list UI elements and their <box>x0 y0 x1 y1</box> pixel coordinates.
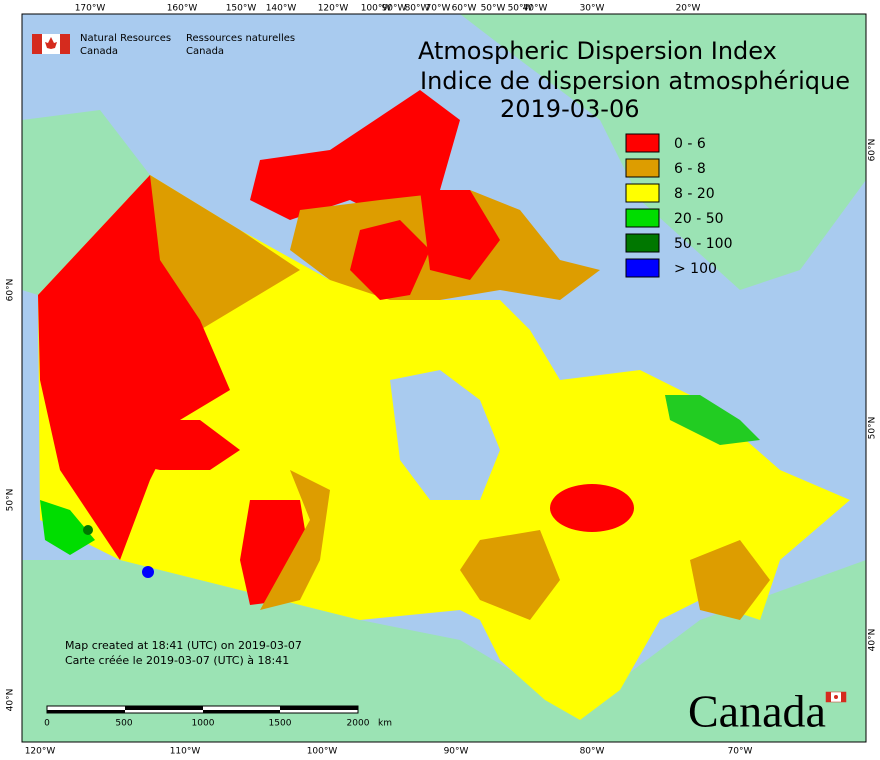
title: Atmospheric Dispersion Index <box>418 37 777 65</box>
zone-blue <box>142 566 154 578</box>
flag-bar <box>60 34 70 54</box>
arctic-red <box>250 90 460 220</box>
arctic-red <box>350 220 430 300</box>
longitude-label: 100°W <box>361 4 392 14</box>
agency-fr: Canada <box>186 46 224 57</box>
scale-label: 0 <box>44 719 50 729</box>
longitude-label: 120°W <box>25 747 56 757</box>
latitude-label: 50°N <box>6 489 16 512</box>
zone-red <box>38 175 230 560</box>
legend-label: 6 - 8 <box>674 161 706 177</box>
scale-bar-segment <box>280 706 358 710</box>
longitude-label: 70°W <box>728 747 753 757</box>
legend-swatch <box>625 133 660 153</box>
scale-bar-segment <box>125 706 203 710</box>
longitude-label: 20°W <box>676 4 701 14</box>
arctic-red <box>420 190 500 280</box>
scale-label: 1000 <box>192 719 215 729</box>
longitude-label: 100°W <box>307 747 338 757</box>
canada-wordmark: Canada <box>688 686 847 737</box>
longitude-label: 150°W <box>226 4 257 14</box>
zone-orange <box>260 470 330 610</box>
longitude-label: 90°W <box>382 4 407 14</box>
zone-orange <box>690 540 770 620</box>
longitude-label: 120°W <box>318 4 349 14</box>
title-date: 2019-03-06 <box>500 95 639 123</box>
legend-swatch <box>625 158 660 178</box>
zone-red <box>80 420 240 470</box>
agency-en: Canada <box>80 46 118 57</box>
zone-green <box>665 395 760 445</box>
hudson-bay <box>390 370 500 500</box>
scale-label: 2000 <box>347 719 370 729</box>
legend-label: 50 - 100 <box>674 236 733 252</box>
agency-en: Natural Resources <box>80 33 171 44</box>
latitude-label: 50°N <box>868 417 878 440</box>
legend-label: 8 - 20 <box>674 186 715 202</box>
map-frame <box>21 13 867 743</box>
legend-label: > 100 <box>674 261 717 277</box>
legend-label: 0 - 6 <box>674 136 706 152</box>
maple-leaf <box>45 37 57 49</box>
title: Indice de dispersion atmosphérique <box>420 67 850 95</box>
zone-dark-green <box>83 525 93 535</box>
longitude-label: 110°W <box>170 747 201 757</box>
legend-swatch <box>625 233 660 253</box>
latitude-label: 60°N <box>6 279 16 302</box>
greenland <box>460 14 866 290</box>
latitude-label: 60°N <box>868 139 878 162</box>
flag-bar <box>32 34 42 54</box>
scale-bar-segment <box>203 710 280 713</box>
longitude-label: 50°W <box>508 4 533 14</box>
footer-note: Carte créée le 2019-03-07 (UTC) à 18:41 <box>65 654 289 667</box>
latitude-label: 40°N <box>6 689 16 712</box>
longitude-label: 80°W <box>405 4 430 14</box>
footer-note: Map created at 18:41 (UTC) on 2019-03-07 <box>65 639 302 652</box>
united-states <box>22 560 866 742</box>
longitude-label: 90°W <box>444 747 469 757</box>
zone-orange <box>460 530 560 620</box>
alaska <box>22 110 150 295</box>
flag-bar <box>841 692 846 702</box>
scale-label: 1500 <box>269 719 292 729</box>
longitude-label: 50°W <box>481 4 506 14</box>
flag-bar <box>826 692 831 702</box>
longitude-label: 160°W <box>167 4 198 14</box>
longitude-label: 80°W <box>580 747 605 757</box>
legend-swatch <box>625 208 660 228</box>
longitude-label: 30°W <box>580 4 605 14</box>
legend-label: 20 - 50 <box>674 211 724 227</box>
scale-label: 500 <box>115 719 132 729</box>
scale-unit: km <box>378 719 392 729</box>
coordinate-labels: 170°W 160°W 150°W 140°W 120°W 100°W90°W80°W70… <box>6 4 878 757</box>
longitude-label: 40°W <box>523 4 548 14</box>
legend-swatch <box>625 183 660 203</box>
scale-bar-segment <box>47 710 125 713</box>
map-body <box>22 14 866 742</box>
wordmark: Canada <box>688 686 826 737</box>
nrcan-signature: Natural Resources Canada Ressources natu… <box>32 33 295 57</box>
maple-leaf <box>834 695 838 699</box>
longitude-label: 70°W <box>426 4 451 14</box>
zone-green <box>40 500 95 555</box>
longitude-label: 60°W <box>452 4 477 14</box>
agency-fr: Ressources naturelles <box>186 33 295 44</box>
zone-red <box>550 484 634 532</box>
longitude-label: 140°W <box>266 4 297 14</box>
scale-bar <box>46 705 359 714</box>
legend: 0 - 6 6 - 8 8 - 20 20 - 50 50 - 100 > 100 <box>625 133 733 278</box>
latitude-label: 40°N <box>868 629 878 652</box>
legend-swatch <box>625 258 660 278</box>
longitude-label: 170°W <box>75 4 106 14</box>
